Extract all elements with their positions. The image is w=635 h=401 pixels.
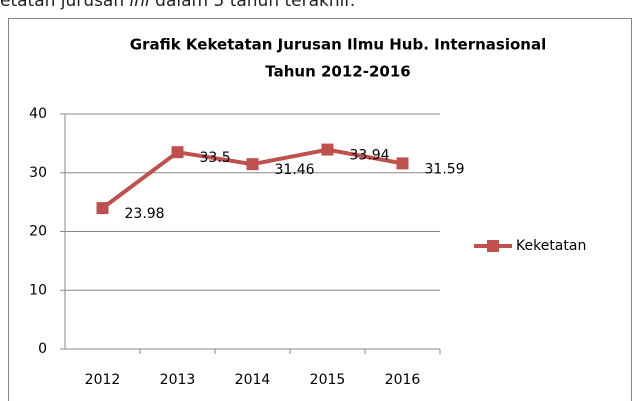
caption-text: dalam 5 tahun terakhir. (149, 0, 356, 11)
y-tick-label: 30 (29, 165, 47, 181)
marker (171, 146, 184, 159)
chart-title: Tahun 2012-2016 (265, 63, 410, 81)
data-label: 33.5 (200, 150, 231, 166)
y-tick-label: 10 (29, 282, 47, 298)
marker (246, 158, 259, 171)
data-label: 31.46 (275, 162, 315, 178)
data-label: 23.98 (125, 206, 165, 222)
x-tick-label: 2015 (310, 372, 346, 388)
x-tick-label: 2012 (85, 372, 121, 388)
marker (321, 143, 334, 156)
marker (96, 202, 109, 215)
marker (396, 157, 409, 170)
chart-title: Grafik Keketatan Jurusan Ilmu Hub. Inter… (130, 36, 546, 54)
caption-text: etatan jurusan (0, 0, 130, 11)
y-tick-label: 40 (29, 106, 47, 122)
x-tick-label: 2016 (385, 372, 421, 388)
y-tick-label: 20 (29, 224, 47, 240)
caption: etatan jurusan ini dalam 5 tahun terakhi… (0, 0, 355, 11)
caption-text: ini (129, 0, 150, 11)
x-tick-label: 2014 (235, 372, 271, 388)
y-tick-label: 0 (38, 341, 47, 357)
legend-label: Keketatan (516, 238, 586, 254)
data-label: 33.94 (350, 148, 390, 164)
data-label: 31.59 (425, 161, 465, 177)
x-tick-label: 2013 (160, 372, 196, 388)
chart-border (8, 18, 632, 401)
legend-marker (487, 240, 499, 252)
